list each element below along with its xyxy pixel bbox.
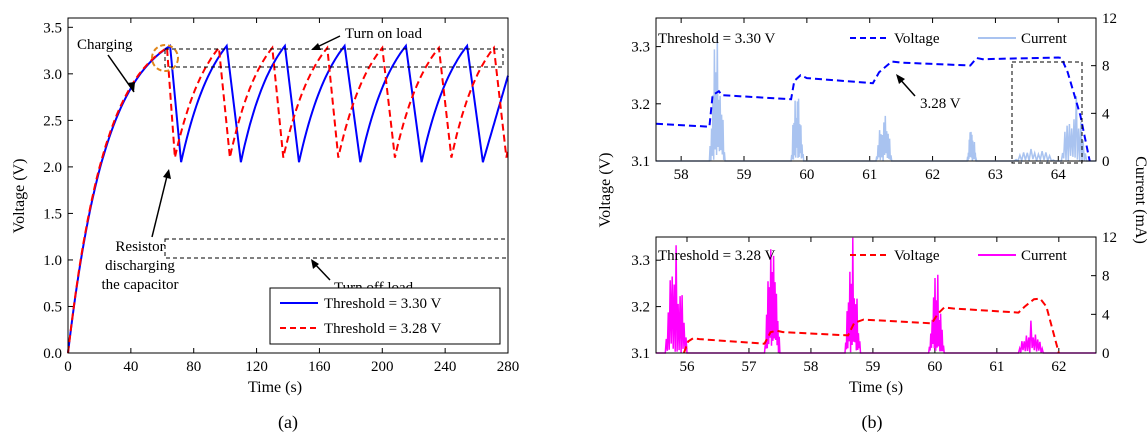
y-axis-label-b: Voltage (V)	[597, 153, 614, 228]
turn-on-load-box	[164, 48, 504, 68]
x-tick-label: 240	[434, 359, 457, 375]
legend-label-328: Threshold = 3.28 V	[324, 321, 442, 337]
x-tick-label: 63	[988, 167, 1003, 183]
annotation-turn-on-load: Turn on load	[345, 26, 422, 42]
y2-tick-label: 0	[1102, 154, 1110, 170]
legend-label-current-b-bottom: Current	[1021, 248, 1068, 264]
x-tick-label: 57	[741, 359, 757, 375]
x-tick-label: 160	[308, 359, 331, 375]
x-tick-label: 40	[123, 359, 138, 375]
annotation-discharging: discharging	[105, 258, 175, 274]
y2-tick-label: 8	[1102, 59, 1110, 75]
chart-panel-b-bottom: 56 57 58 59 60 61 62 3.1 3.2 3.3 0 4 8 12 Threshold =…	[597, 153, 1148, 433]
x-tick-label: 58	[803, 359, 818, 375]
x-tick-label: 200	[371, 359, 394, 375]
panel-label-a: (a)	[278, 412, 298, 433]
legend-label-voltage-b-top: Voltage	[894, 31, 940, 47]
legend-label-330: Threshold = 3.30 V	[324, 296, 442, 312]
legend-b-bottom: Threshold = 3.28 V Voltage Current	[658, 248, 1068, 264]
turn-on-arrowhead	[311, 43, 321, 50]
y2-tick-label: 4	[1102, 307, 1110, 323]
turn-off-load-box	[164, 238, 509, 259]
x-tick-label: 62	[1051, 359, 1066, 375]
plot-frame-b-top	[655, 17, 1097, 162]
series-line-current-b-bottom	[656, 237, 1096, 354]
x-tick-label: 80	[186, 359, 201, 375]
series-line-voltage-b-top	[655, 56, 1091, 162]
panel-label-b: (b)	[862, 412, 883, 433]
annotation-3-28v-arrowhead	[896, 74, 905, 84]
x-tick-label: 60	[799, 167, 814, 183]
y2-tick-label: 12	[1102, 230, 1117, 246]
y-tick-label: 3.1	[631, 346, 650, 362]
legend-b-top: Threshold = 3.30 V Voltage Current	[658, 31, 1068, 47]
y2-tick-label: 0	[1102, 346, 1110, 362]
x-tick-label: 61	[862, 167, 877, 183]
resistor-arrow	[151, 171, 169, 238]
resistor-arrowhead	[163, 169, 171, 179]
x-tick-label: 56	[679, 359, 695, 375]
x-tick-label: 120	[245, 359, 268, 375]
legend-title-b-bottom: Threshold = 3.28 V	[658, 248, 776, 264]
plot-frame-b-bottom	[655, 236, 1097, 354]
highlight-box-b-top	[1011, 61, 1083, 164]
x-tick-label: 0	[64, 359, 72, 375]
x-tick-label: 64	[1051, 167, 1067, 183]
series-line-voltage-b-bottom	[682, 297, 1060, 354]
legend-a: Threshold = 3.30 V Threshold = 3.28 V	[269, 287, 501, 345]
legend-title-b-top: Threshold = 3.30 V	[658, 31, 776, 47]
y-tick-label: 2.0	[43, 160, 62, 176]
y-tick-label: 3.1	[631, 154, 650, 170]
y2-tick-label: 4	[1102, 106, 1110, 122]
y-tick-label: 1.5	[43, 206, 62, 222]
annotation-3-28v: 3.28 V	[920, 96, 961, 112]
chart-panel-a: Voltage (V) Time (s) 0 40 80 120 160 200 240 28…	[11, 17, 520, 433]
x-axis-label-b: Time (s)	[849, 379, 903, 396]
legend-box-a	[269, 287, 501, 345]
y-tick-label: 1.0	[43, 253, 62, 269]
y-tick-label: 3.3	[631, 40, 650, 56]
x-tick-label: 280	[497, 359, 520, 375]
y-tick-label: 3.0	[43, 67, 62, 83]
annotation-resistor: Resistor	[115, 239, 164, 255]
x-tick-label: 59	[865, 359, 880, 375]
y-tick-label: 3.3	[631, 253, 650, 269]
y-tick-label: 3.5	[43, 20, 62, 36]
y-tick-label: 0.0	[43, 346, 62, 362]
x-axis-label-a: Time (s)	[248, 379, 302, 396]
x-tick-label: 62	[925, 167, 940, 183]
y2-tick-label: 8	[1102, 269, 1110, 285]
annotations-a: Charging Turn on load Turn off load Resi…	[77, 26, 509, 296]
first-peak-marker	[151, 44, 179, 72]
y-tick-label: 0.5	[43, 299, 62, 315]
legend-label-voltage-b-bottom: Voltage	[894, 248, 940, 264]
annotation-the-capacitor: the capacitor	[101, 277, 178, 293]
y-tick-label: 3.2	[631, 97, 650, 113]
x-tick-label: 61	[989, 359, 1004, 375]
y2-axis-label-b: Current (mA)	[1132, 156, 1148, 244]
legend-label-current-b-top: Current	[1021, 31, 1068, 47]
series-line-current-b-top	[656, 36, 1096, 164]
x-tick-label: 58	[674, 167, 689, 183]
plot-frame-a	[67, 17, 509, 354]
x-tick-label: 60	[927, 359, 942, 375]
y2-tick-label: 12	[1102, 11, 1117, 27]
y-tick-label: 2.5	[43, 113, 62, 129]
x-tick-label: 59	[737, 167, 752, 183]
y-axis-label-a: Voltage (V)	[11, 159, 28, 234]
y-tick-label: 3.2	[631, 300, 650, 316]
chart-panel-b-top: 58 59 60 61 62 63 64 3.1 3.2 3.3 0 4 8 12 3.28 V Thre…	[631, 11, 1117, 183]
charging-arrowhead	[127, 82, 135, 92]
turn-off-arrowhead	[311, 259, 319, 269]
annotation-charging: Charging	[77, 37, 133, 53]
